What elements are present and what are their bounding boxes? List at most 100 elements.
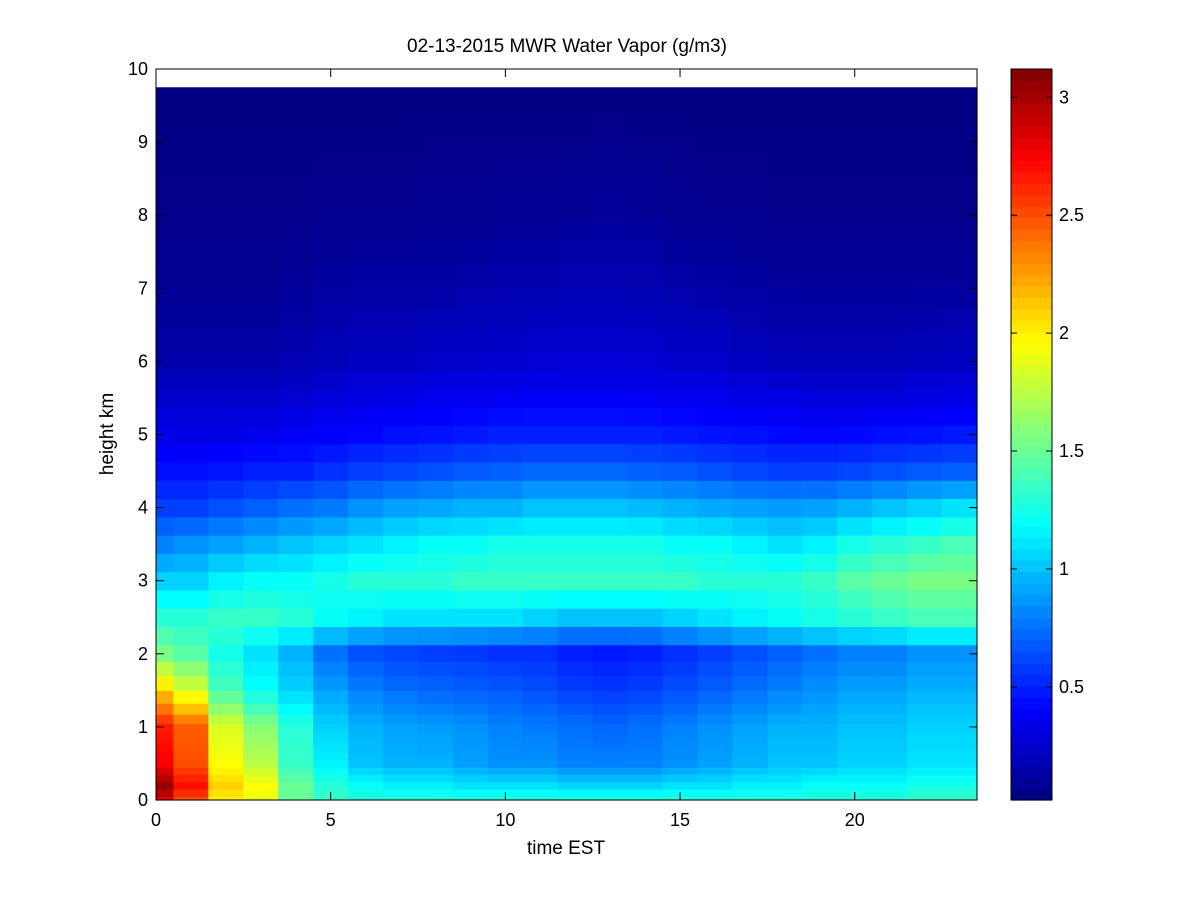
heatmap-cell xyxy=(487,407,524,426)
heatmap-cell xyxy=(662,714,699,724)
heatmap-cell xyxy=(173,218,210,242)
heatmap-cell xyxy=(156,425,175,445)
heatmap-cell xyxy=(383,723,419,732)
heatmap-cell xyxy=(802,388,838,408)
heatmap-cell xyxy=(418,553,454,573)
heatmap-cell xyxy=(837,480,873,500)
heatmap-cell xyxy=(208,388,244,408)
heatmap-cell xyxy=(243,796,279,801)
heatmap-cell xyxy=(348,644,384,662)
heatmap-cell xyxy=(592,723,629,732)
heatmap-cell xyxy=(697,626,734,646)
heatmap-cell xyxy=(348,306,384,330)
heatmap-cell xyxy=(662,571,699,591)
heatmap-cell xyxy=(313,388,349,408)
colorbar-segment xyxy=(1011,731,1052,744)
heatmap-cell xyxy=(732,480,768,500)
heatmap-cell xyxy=(313,262,349,286)
heatmap-cell xyxy=(732,723,768,732)
heatmap-cell xyxy=(907,350,943,372)
heatmap-cell xyxy=(732,109,768,132)
heatmap-cell xyxy=(732,425,768,445)
heatmap-cell xyxy=(802,752,838,761)
heatmap-cell xyxy=(767,350,803,372)
heatmap-cell xyxy=(383,759,419,768)
heatmap-cell xyxy=(837,737,873,746)
heatmap-cell xyxy=(522,480,559,500)
heatmap-cell xyxy=(662,723,699,732)
heatmap-cell xyxy=(837,388,873,408)
heatmap-cell xyxy=(173,789,210,797)
heatmap-cell xyxy=(697,109,734,132)
heatmap-cell xyxy=(557,608,594,627)
heatmap-cell xyxy=(767,730,803,739)
heatmap-cell xyxy=(487,730,524,739)
heatmap-cell xyxy=(627,661,664,677)
heatmap-cell xyxy=(452,240,489,264)
heatmap-cell xyxy=(767,306,803,330)
heatmap-cell xyxy=(697,608,734,627)
heatmap-cell xyxy=(156,730,175,739)
x-tick-label: 10 xyxy=(495,810,515,830)
colorbar-segment xyxy=(1011,628,1052,641)
heatmap-cell xyxy=(662,87,699,110)
heatmap-cell xyxy=(243,690,279,704)
heatmap-cell xyxy=(173,370,210,390)
colorbar-tick-label: 2 xyxy=(1059,323,1069,343)
heatmap-cell xyxy=(662,781,699,790)
heatmap-cell xyxy=(732,535,768,554)
heatmap-cell xyxy=(662,240,699,264)
heatmap-cell xyxy=(942,87,978,110)
heatmap-cell xyxy=(383,153,419,176)
heatmap-cell xyxy=(557,781,594,790)
heatmap-cell xyxy=(383,388,419,408)
y-tick-label: 2 xyxy=(138,644,148,664)
heatmap-cell xyxy=(452,174,489,198)
heatmap-cell xyxy=(313,752,349,761)
heatmap-cell xyxy=(557,745,594,754)
heatmap-cell xyxy=(173,752,210,761)
heatmap-cell xyxy=(418,608,454,627)
heatmap-cell xyxy=(732,350,768,372)
heatmap-cell xyxy=(907,306,943,330)
heatmap-cell xyxy=(278,388,314,408)
heatmap-cell xyxy=(156,535,175,554)
heatmap-cell xyxy=(487,240,524,264)
colorbar-segment xyxy=(1011,480,1052,493)
heatmap-cell xyxy=(592,774,629,783)
heatmap-cell xyxy=(557,644,594,662)
heatmap-cell xyxy=(522,626,559,646)
heatmap-cell xyxy=(907,284,943,308)
heatmap-cell xyxy=(208,240,244,264)
heatmap-cell xyxy=(557,240,594,264)
heatmap-cell xyxy=(243,284,279,308)
heatmap-cell xyxy=(697,737,734,746)
heatmap-cell xyxy=(557,407,594,426)
colorbar-segment xyxy=(1011,365,1052,378)
colorbar-segment xyxy=(1011,605,1052,618)
heatmap-cell xyxy=(557,516,594,536)
heatmap-cell xyxy=(662,262,699,286)
heatmap-cell xyxy=(348,240,384,264)
heatmap-cell xyxy=(156,196,175,220)
heatmap-cell xyxy=(156,461,175,481)
heatmap-cell xyxy=(732,153,768,176)
colorbar-segment xyxy=(1011,582,1052,595)
heatmap-cell xyxy=(592,737,629,746)
heatmap-cell xyxy=(243,306,279,330)
heatmap-cell xyxy=(173,767,210,776)
heatmap-cell xyxy=(592,196,629,220)
heatmap-cell xyxy=(872,535,908,554)
heatmap-cell xyxy=(348,745,384,754)
heatmap-cell xyxy=(348,425,384,445)
heatmap-cell xyxy=(942,196,978,220)
heatmap-cell xyxy=(907,131,943,154)
heatmap-cell xyxy=(802,535,838,554)
heatmap-cell xyxy=(243,370,279,390)
heatmap-cell xyxy=(243,745,279,754)
heatmap-cell xyxy=(522,153,559,176)
heatmap-cell xyxy=(697,781,734,790)
heatmap-cell xyxy=(907,737,943,746)
heatmap-cell xyxy=(418,759,454,768)
heatmap-cell xyxy=(837,498,873,518)
